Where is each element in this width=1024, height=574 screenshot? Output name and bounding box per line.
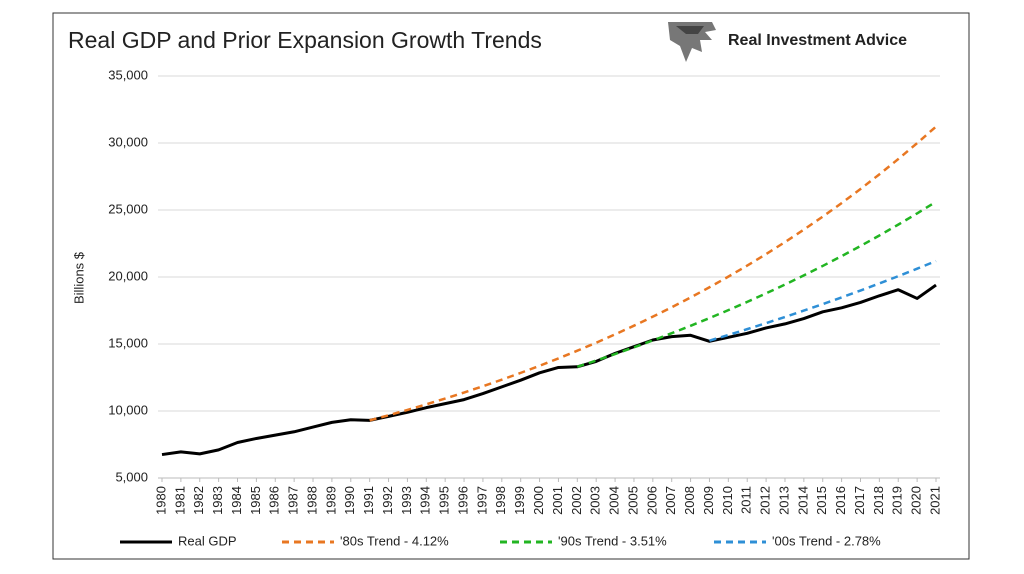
- x-tick-label: 2007: [663, 486, 678, 515]
- y-tick-label: 25,000: [108, 201, 148, 216]
- x-tick-label: 1981: [172, 486, 187, 515]
- x-tick-label: 2009: [701, 486, 716, 515]
- x-tick-label: 2006: [644, 486, 659, 515]
- y-tick-label: 15,000: [108, 335, 148, 350]
- x-tick-label: 2000: [531, 486, 546, 515]
- series-line: [709, 259, 937, 342]
- y-tick-label: 30,000: [108, 134, 148, 149]
- x-tick-label: 1988: [304, 486, 319, 515]
- y-tick-label: 35,000: [108, 67, 148, 82]
- x-tick-label: 2002: [569, 486, 584, 515]
- x-tick-label: 1984: [229, 486, 244, 515]
- x-tick-label: 2017: [852, 486, 867, 515]
- x-tick-label: 2010: [720, 486, 735, 515]
- x-tick-label: 1997: [474, 486, 489, 515]
- chart-title: Real GDP and Prior Expansion Growth Tren…: [68, 27, 542, 53]
- x-tick-label: 1983: [210, 486, 225, 515]
- x-tick-label: 2016: [833, 486, 848, 515]
- x-tick-label: 1990: [342, 486, 357, 515]
- x-tick-label: 2004: [607, 486, 622, 515]
- y-axis-label: Billions $: [71, 251, 86, 304]
- legend-label: Real GDP: [178, 533, 237, 548]
- x-tick-label: 1993: [399, 486, 414, 515]
- x-tick-label: 2020: [909, 486, 924, 515]
- x-tick-label: 1998: [493, 486, 508, 515]
- x-tick-label: 2015: [814, 486, 829, 515]
- x-tick-label: 2014: [795, 486, 810, 515]
- frame: [52, 12, 970, 560]
- x-tick-label: 1982: [191, 486, 206, 515]
- x-tick-label: 2012: [758, 486, 773, 515]
- x-tick-label: 2018: [871, 486, 886, 515]
- x-tick-label: 2008: [682, 486, 697, 515]
- x-tick-label: 1995: [437, 486, 452, 515]
- x-tick-label: 1986: [267, 486, 282, 515]
- x-tick-label: 1980: [153, 486, 168, 515]
- logo: [668, 22, 716, 62]
- legend-label: '80s Trend - 4.12%: [340, 533, 449, 548]
- x-tick-label: 2003: [588, 486, 603, 515]
- x-tick-label: 2001: [550, 486, 565, 515]
- x-tick-label: 1985: [248, 486, 263, 515]
- x-tick-label: 2011: [739, 486, 754, 514]
- series-line: [161, 283, 937, 457]
- x-tick-label: 1991: [361, 486, 376, 515]
- x-tick-label: 1996: [455, 486, 470, 515]
- x-tick-label: 2021: [927, 486, 942, 515]
- y-tick-label: 5,000: [115, 469, 148, 484]
- x-tick-label: 1987: [286, 486, 301, 515]
- legend-label: '00s Trend - 2.78%: [772, 533, 881, 548]
- series-line: [369, 125, 937, 422]
- brand: Real Investment Advice: [728, 32, 907, 49]
- x-tick-label: 2005: [625, 486, 640, 515]
- y-tick-label: 20,000: [108, 268, 148, 283]
- x-tick-label: 1994: [418, 486, 433, 515]
- series-line: [576, 200, 937, 368]
- x-tick-label: 2019: [890, 486, 905, 515]
- y-tick-label: 10,000: [108, 402, 148, 417]
- x-tick-label: 2013: [776, 486, 791, 515]
- x-tick-label: 1989: [323, 486, 338, 515]
- legend-label: '90s Trend - 3.51%: [558, 533, 667, 548]
- x-tick-label: 1992: [380, 486, 395, 515]
- x-tick-label: 1999: [512, 486, 527, 515]
